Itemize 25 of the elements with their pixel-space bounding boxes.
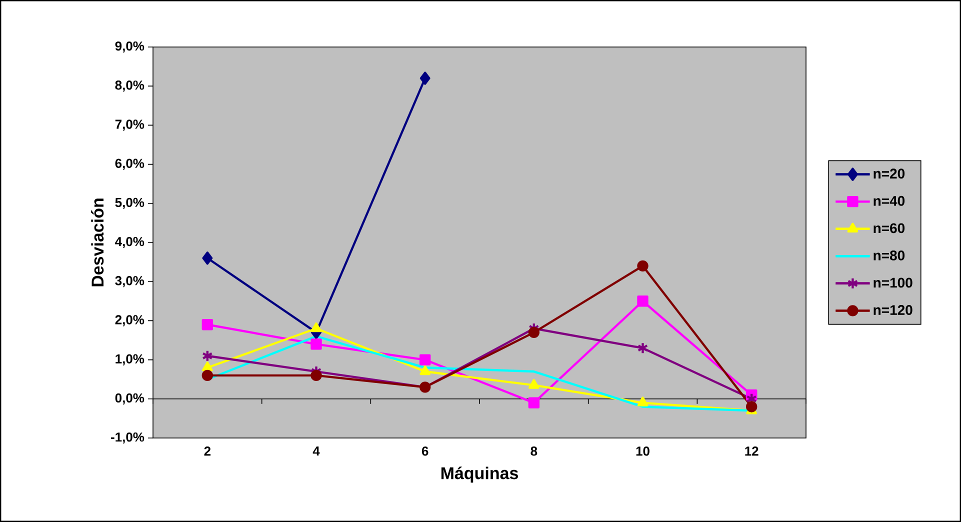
y-axis-title: Desviación bbox=[91, 198, 104, 286]
x-tick-label: 4 bbox=[312, 446, 320, 456]
y-tick-label: 5,0% bbox=[115, 198, 144, 209]
y-tick-label: 3,0% bbox=[115, 276, 144, 288]
legend-label: n=20 bbox=[874, 168, 905, 179]
legend-label: n=40 bbox=[874, 196, 905, 206]
y-tick-label: 2,0% bbox=[115, 315, 144, 326]
y-tick-label: -1,0% bbox=[111, 432, 144, 444]
y-tick-label: 7,0% bbox=[115, 120, 144, 131]
y-tick-label: 4,0% bbox=[115, 236, 144, 248]
legend-label: n=80 bbox=[874, 250, 905, 260]
y-tick-label: 1,0% bbox=[116, 354, 144, 366]
x-tick-label: 12 bbox=[745, 446, 758, 456]
y-tick-label: 9,0% bbox=[115, 41, 144, 53]
y-tick-label: 8,0% bbox=[115, 80, 144, 92]
legend-label: n=120 bbox=[874, 305, 912, 315]
x-axis-title: Máquinas bbox=[441, 466, 518, 483]
x-tick-label: 8 bbox=[530, 446, 538, 456]
x-tick-label: 6 bbox=[422, 446, 428, 456]
x-tick-label: 10 bbox=[636, 446, 650, 456]
x-tick-label: 2 bbox=[204, 446, 211, 456]
y-tick-label: 6,0% bbox=[115, 158, 144, 170]
legend-label: n=60 bbox=[874, 223, 905, 234]
y-tick-label: 0,0% bbox=[115, 393, 144, 404]
legend-label: n=100 bbox=[874, 278, 912, 288]
